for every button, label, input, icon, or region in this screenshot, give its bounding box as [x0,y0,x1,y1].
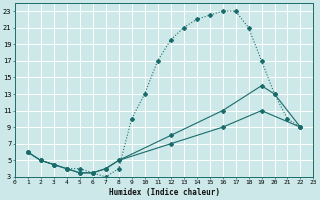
X-axis label: Humidex (Indice chaleur): Humidex (Indice chaleur) [108,188,220,197]
